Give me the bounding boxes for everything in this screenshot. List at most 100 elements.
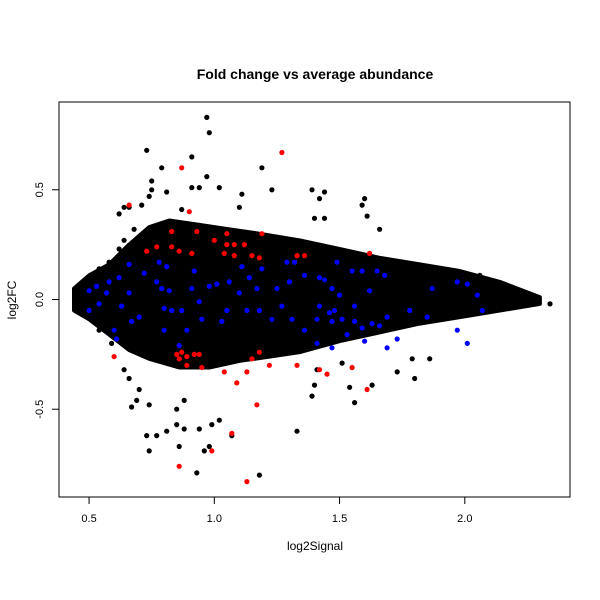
data-point	[259, 266, 265, 272]
data-point	[121, 204, 127, 210]
data-point	[239, 264, 245, 270]
data-point	[181, 397, 187, 403]
data-point	[321, 277, 328, 283]
data-point	[216, 417, 222, 423]
data-point	[176, 343, 182, 349]
data-point	[139, 202, 145, 208]
data-point	[364, 213, 370, 219]
data-point	[359, 202, 365, 208]
data-point	[382, 272, 388, 278]
data-point	[407, 307, 413, 314]
data-point	[224, 307, 230, 314]
data-point	[146, 402, 152, 408]
data-point	[154, 244, 160, 250]
data-point	[269, 316, 275, 322]
data-point	[316, 303, 323, 309]
data-point	[309, 393, 315, 399]
data-point	[244, 369, 250, 375]
x-tick-label: 1.0	[207, 513, 222, 525]
data-point	[224, 231, 230, 237]
data-point	[256, 349, 262, 355]
data-point	[256, 472, 262, 478]
data-point	[464, 281, 470, 287]
data-point	[96, 301, 102, 307]
data-point	[309, 187, 315, 193]
data-point	[279, 303, 285, 309]
data-point	[174, 351, 180, 357]
data-point	[221, 250, 227, 256]
data-point	[191, 351, 197, 357]
data-point	[201, 448, 207, 454]
data-point	[269, 187, 275, 193]
data-point	[499, 285, 505, 292]
data-point	[316, 367, 323, 373]
data-point	[331, 307, 338, 314]
data-point	[239, 191, 245, 197]
points-layer	[86, 114, 553, 485]
data-point	[196, 426, 202, 432]
data-point	[274, 285, 280, 292]
data-point	[166, 288, 172, 294]
data-point	[196, 351, 202, 357]
data-point	[339, 316, 345, 322]
data-point	[377, 323, 383, 329]
data-point	[116, 211, 122, 217]
data-point	[116, 275, 122, 281]
data-point	[214, 281, 220, 287]
data-point	[164, 189, 170, 195]
data-point	[359, 325, 365, 331]
data-point	[164, 264, 170, 270]
data-point	[334, 259, 340, 265]
data-point	[394, 336, 400, 342]
data-point	[362, 196, 368, 202]
chart-title: Fold change vs average abundance	[197, 66, 434, 82]
y-axis-title: log2FC	[5, 280, 19, 319]
data-point	[249, 356, 255, 362]
data-point	[189, 250, 195, 256]
data-point	[169, 244, 175, 250]
data-point	[244, 307, 250, 314]
data-point	[109, 340, 115, 346]
data-point	[169, 228, 175, 235]
data-point	[184, 354, 190, 360]
data-point	[311, 382, 318, 388]
data-point	[429, 285, 435, 292]
x-tick-label: 2.0	[457, 513, 472, 525]
data-point	[189, 154, 195, 160]
data-point	[254, 285, 260, 292]
data-point	[94, 283, 100, 289]
data-point	[226, 279, 232, 285]
data-point	[384, 314, 390, 320]
y-tick-label: 0.0	[34, 292, 46, 307]
data-point	[111, 327, 117, 333]
y-tick-label: -0.5	[34, 400, 46, 419]
data-point	[224, 242, 230, 248]
data-point	[106, 279, 112, 285]
data-point	[199, 364, 205, 371]
data-point	[352, 318, 358, 324]
data-point	[196, 185, 202, 191]
data-point	[474, 292, 480, 298]
data-point	[344, 332, 350, 338]
x-axis-title: log2Signal	[287, 539, 343, 553]
data-point	[464, 340, 470, 346]
data-point	[294, 253, 300, 259]
data-point	[429, 312, 435, 318]
data-point	[301, 327, 308, 333]
data-point	[146, 193, 152, 199]
data-point	[176, 248, 182, 254]
data-point	[454, 327, 460, 333]
data-point	[206, 443, 212, 450]
data-point	[176, 463, 182, 469]
data-point	[311, 215, 318, 221]
data-point	[301, 272, 308, 278]
data-point	[409, 356, 415, 362]
data-point	[316, 196, 323, 202]
data-point	[206, 283, 212, 289]
data-point	[199, 316, 205, 322]
data-point	[321, 215, 328, 221]
data-point	[477, 272, 483, 278]
data-point	[284, 259, 290, 265]
data-point	[141, 270, 147, 276]
